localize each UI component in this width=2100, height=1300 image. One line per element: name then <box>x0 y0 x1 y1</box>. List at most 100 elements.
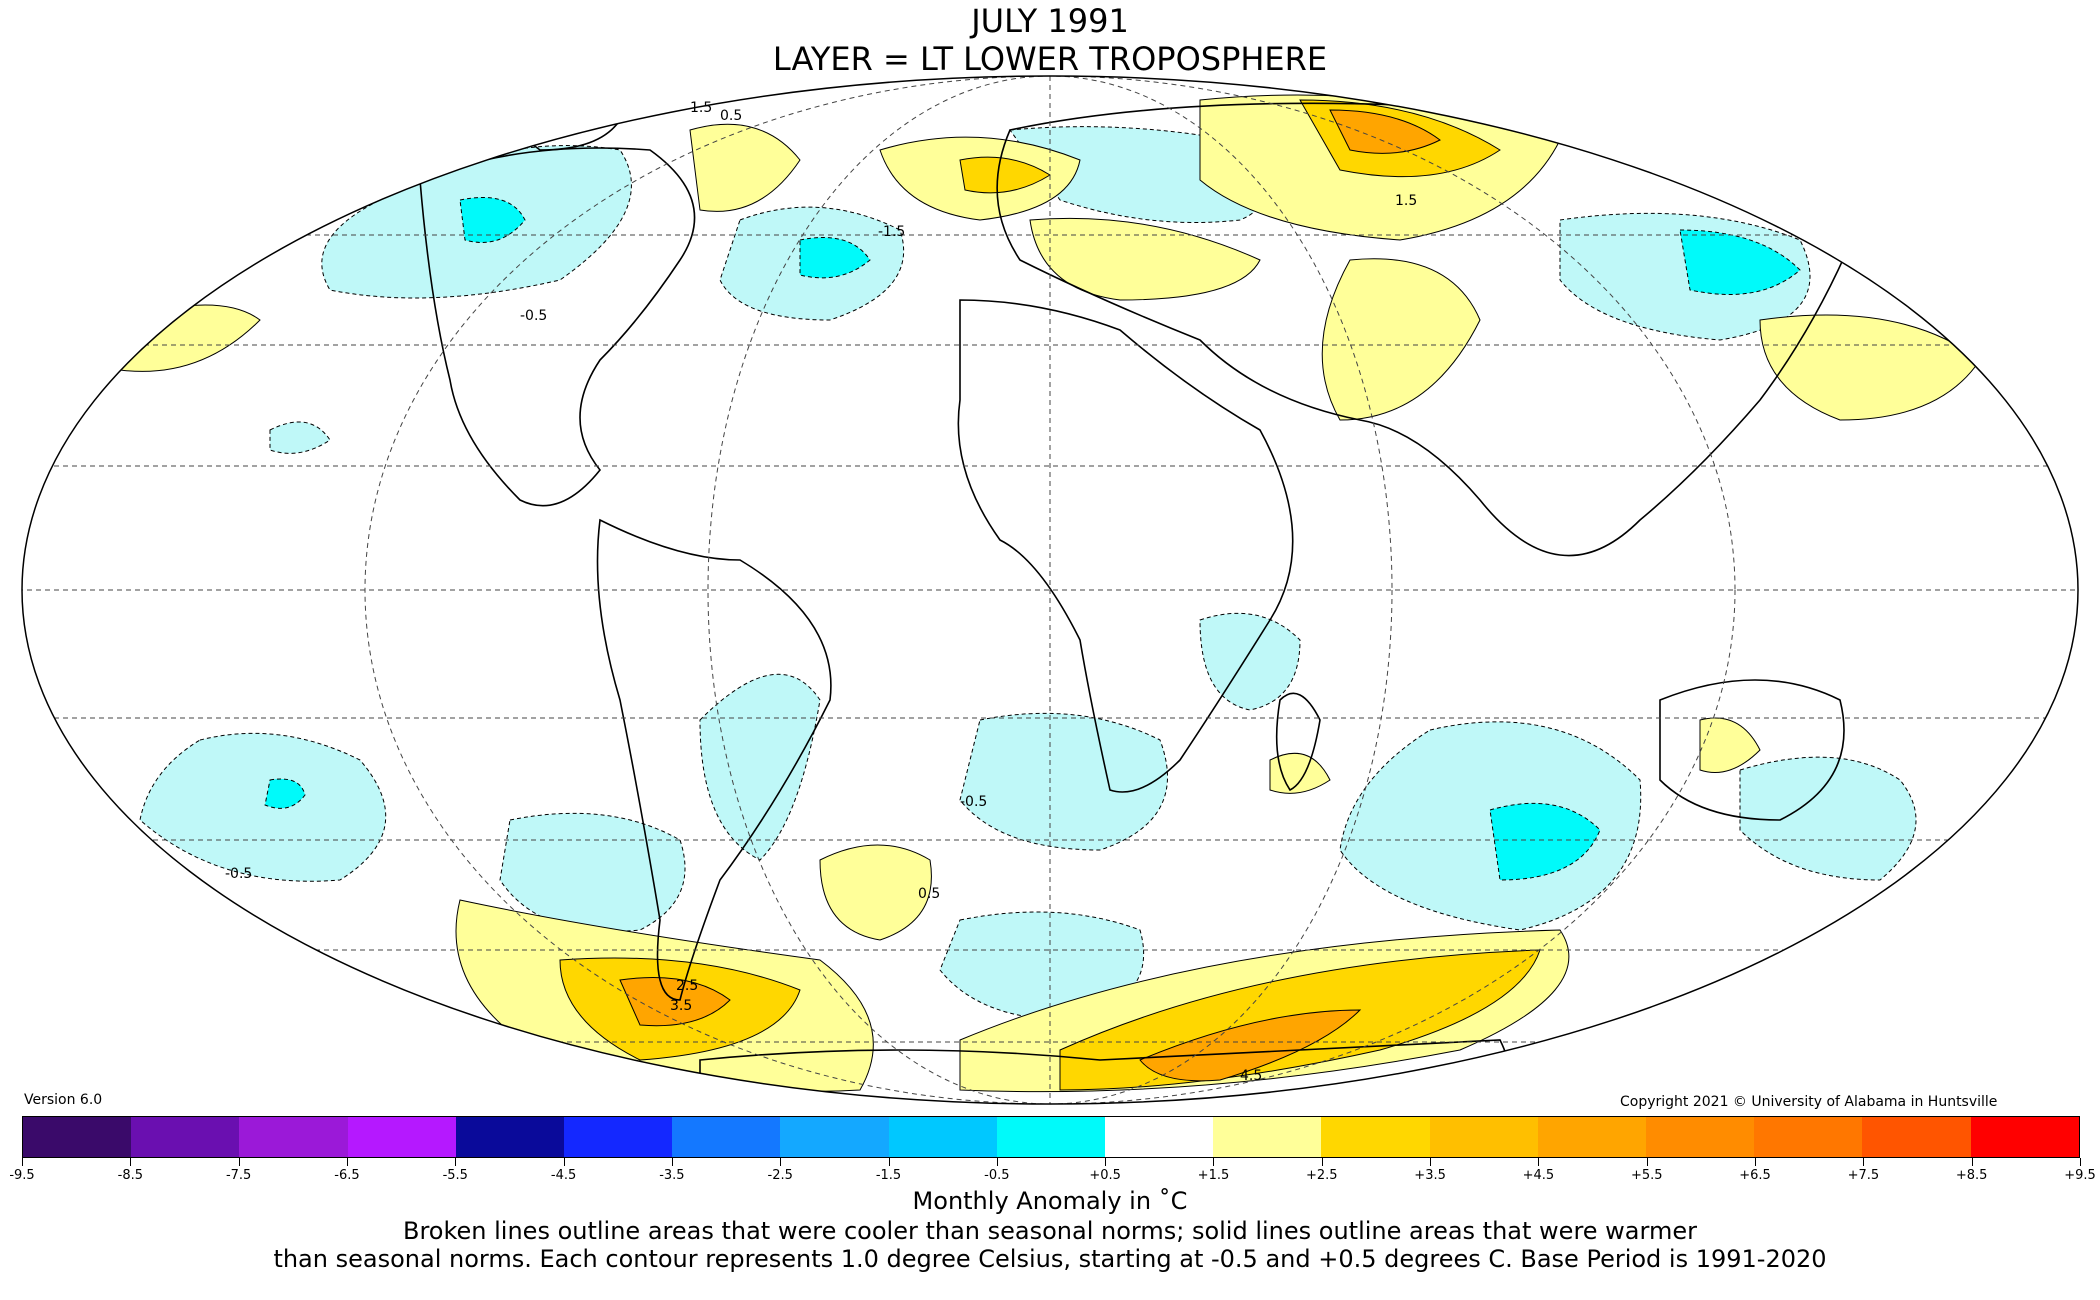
contour-label: -0.5 <box>225 866 252 882</box>
legend-color-cell <box>347 1117 456 1157</box>
legend-tick-label: +0.5 <box>1089 1168 1121 1183</box>
contour-label: 3.5 <box>670 998 692 1014</box>
legend-color-cell <box>1754 1117 1863 1157</box>
legend-tick-mark <box>130 1158 132 1166</box>
legend-tickmarks <box>22 1158 2081 1166</box>
legend-tick-mark <box>1430 1158 1432 1166</box>
cool-core <box>459 197 526 243</box>
legend-tick-label: +4.5 <box>1522 1168 1555 1183</box>
legend-tick-label: -1.5 <box>875 1168 902 1183</box>
cool-region <box>1199 612 1301 711</box>
legend-tick-label: +1.5 <box>1197 1168 1230 1183</box>
legend-tick-label: -9.5 <box>9 1168 35 1183</box>
legend-tick-mark <box>563 1158 565 1166</box>
legend-title: Monthly Anomaly in ˚C <box>912 1187 1188 1215</box>
legend-tick-mark <box>1646 1158 1648 1166</box>
legend-tick-mark <box>1105 1158 1107 1166</box>
caption-line-2: than seasonal norms. Each contour repres… <box>273 1245 1827 1273</box>
warm-region <box>1759 314 1981 421</box>
legend-tick-label: -4.5 <box>550 1168 577 1183</box>
legend-color-cell <box>1537 1117 1647 1157</box>
legend-color-cell <box>1321 1117 1430 1157</box>
legend-tick-label: +7.5 <box>1847 1168 1880 1183</box>
legend-color-cell <box>1213 1117 1322 1157</box>
warm-peak <box>1139 1009 1362 1082</box>
legend-color-cell <box>564 1117 673 1157</box>
cool-region <box>959 712 1168 851</box>
legend-tick-mark <box>888 1158 890 1166</box>
legend-color-cell <box>23 1117 132 1157</box>
legend-tick-label: +9.5 <box>2064 1168 2096 1183</box>
legend-tick-mark <box>2080 1158 2081 1166</box>
legend-tick-label: -0.5 <box>984 1168 1010 1183</box>
warm-region <box>1029 217 1261 301</box>
cool-region <box>939 911 1145 1021</box>
legend-color-cell <box>1970 1117 2079 1157</box>
copyright-label: Copyright 2021 © University of Alabama i… <box>1620 1094 1998 1110</box>
contour-label: 2.5 <box>676 978 698 994</box>
legend-color-cell <box>1105 1117 1214 1157</box>
contour-label: -0.5 <box>520 308 547 324</box>
legend-color-cell <box>888 1117 997 1157</box>
version-label: Version 6.0 <box>24 1092 103 1108</box>
cool-region <box>1739 756 1917 881</box>
contour-label: 0.5 <box>720 108 742 124</box>
legend-tick-mark <box>1321 1158 1323 1166</box>
legend-color-cell <box>239 1117 348 1157</box>
map-title: JULY 1991 <box>971 2 1129 40</box>
legend-tick-label: -3.5 <box>659 1168 685 1183</box>
map-subtitle: LAYER = LT LOWER TROPOSPHERE <box>772 40 1328 78</box>
warm-region <box>1699 717 1761 773</box>
color-legend <box>22 1116 2080 1158</box>
legend-color-cell <box>131 1117 240 1157</box>
legend-tick-mark <box>671 1158 673 1166</box>
legend-tick-mark <box>996 1158 998 1166</box>
legend-tick-mark <box>1971 1158 1973 1166</box>
contour-labels: 1.5 0.5 -0.5 -1.5 2.5 3.5 4.5 -0.5 -0.5 … <box>225 100 1417 1084</box>
warm-region <box>1321 258 1481 421</box>
contour-label: 1.5 <box>1395 193 1417 209</box>
legend-color-cell <box>1429 1117 1538 1157</box>
legend-color-cell <box>1646 1117 1755 1157</box>
legend-tick-label: +5.5 <box>1630 1168 1663 1183</box>
legend-tick-mark <box>238 1158 240 1166</box>
cool-core <box>1489 802 1601 881</box>
warm-region <box>689 123 801 212</box>
warm-region <box>119 304 261 372</box>
legend-tick-mark <box>346 1158 348 1166</box>
cool-region <box>269 421 331 454</box>
legend-tick-label: +3.5 <box>1414 1168 1446 1183</box>
cool-region <box>1339 721 1642 931</box>
contour-label: 4.5 <box>1240 1068 1262 1084</box>
legend-tick-label: +6.5 <box>1739 1168 1771 1183</box>
legend-color-cell <box>780 1117 889 1157</box>
globe-outline <box>21 75 2079 1105</box>
legend-tick-mark <box>1213 1158 1215 1166</box>
warm-region <box>819 844 932 941</box>
cool-region <box>139 732 387 882</box>
legend-color-cell <box>996 1117 1106 1157</box>
contour-label: -0.5 <box>960 794 987 810</box>
contour-label: 1.5 <box>690 100 712 116</box>
caption-line-1: Broken lines outline areas that were coo… <box>403 1217 1697 1245</box>
legend-tick-mark <box>780 1158 782 1166</box>
cool-core <box>1679 229 1801 295</box>
legend-tick-label: -6.5 <box>334 1168 360 1183</box>
legend-tick-mark <box>1538 1158 1540 1166</box>
legend-tick-label: -7.5 <box>225 1168 252 1183</box>
cool-core <box>799 237 871 279</box>
legend-tick-mark <box>22 1158 23 1166</box>
legend-tick-label: -2.5 <box>767 1168 793 1183</box>
legend-tick-label: -8.5 <box>117 1168 143 1183</box>
cool-core <box>264 778 306 809</box>
legend-tick-mark <box>1755 1158 1757 1166</box>
contour-label: 0.5 <box>918 886 940 902</box>
warm-peak <box>1329 109 1441 154</box>
legend-tick-label: -5.5 <box>442 1168 468 1183</box>
legend-ticks: -9.5 -8.5 -7.5 -6.5 -5.5 -4.5 -3.5 -2.5 -1.5 -0.5… <box>9 1168 2095 1188</box>
legend-color-cell <box>455 1117 565 1157</box>
legend-tick-label: +2.5 <box>1305 1168 1338 1183</box>
legend-color-cell <box>1862 1117 1971 1157</box>
cool-region <box>699 673 821 861</box>
